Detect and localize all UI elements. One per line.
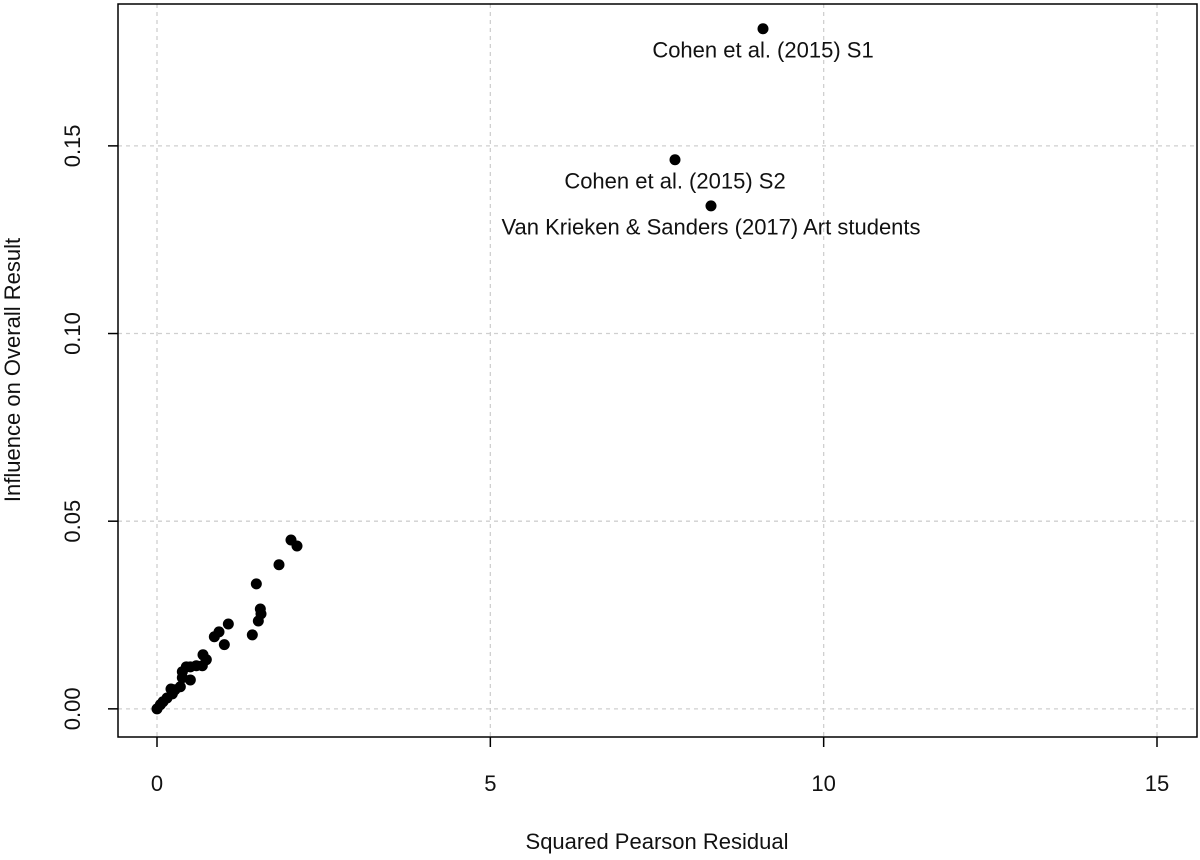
point: [757, 23, 769, 35]
point: [151, 703, 163, 715]
point: [273, 559, 285, 571]
x-tick-label: 10: [811, 771, 835, 796]
x-tick-label: 5: [484, 771, 496, 796]
y-tick-label: 0.15: [60, 124, 85, 167]
point-label: Van Krieken & Sanders (2017) Art student…: [501, 215, 920, 240]
y-axis-title: Influence on Overall Result: [0, 238, 25, 502]
point: [669, 154, 681, 166]
point: [165, 683, 177, 695]
point: [246, 629, 258, 641]
point-label: Cohen et al. (2015) S1: [652, 38, 873, 63]
point: [208, 631, 220, 643]
point: [222, 618, 234, 630]
point: [291, 540, 303, 552]
point: [218, 639, 230, 651]
point-label: Cohen et al. (2015) S2: [564, 169, 785, 194]
point: [176, 672, 188, 684]
point: [250, 578, 262, 590]
y-tick-label: 0.10: [60, 312, 85, 355]
x-tick-label: 0: [151, 771, 163, 796]
x-axis-title: Squared Pearson Residual: [526, 829, 789, 854]
y-tick-label: 0.05: [60, 500, 85, 543]
plot-frame: [117, 3, 1198, 738]
point: [252, 615, 264, 627]
x-tick-label: 15: [1145, 771, 1169, 796]
y-tick-label: 0.00: [60, 687, 85, 730]
point: [705, 200, 717, 212]
point: [197, 649, 209, 661]
